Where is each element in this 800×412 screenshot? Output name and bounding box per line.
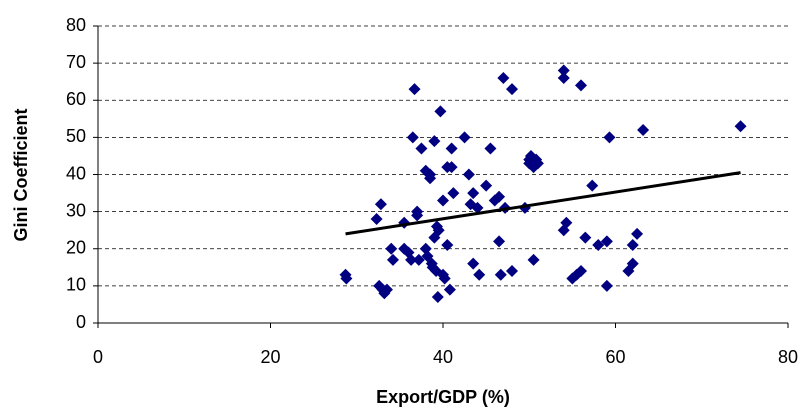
point <box>443 283 456 296</box>
point <box>462 168 475 181</box>
point <box>575 265 587 278</box>
point <box>531 157 544 170</box>
point <box>734 120 747 133</box>
point <box>600 279 613 292</box>
point <box>408 83 421 96</box>
point <box>471 201 484 214</box>
y-tick-label: 10 <box>66 275 86 295</box>
point <box>434 105 447 118</box>
point <box>575 79 587 92</box>
point <box>412 253 425 266</box>
point <box>494 268 507 281</box>
point <box>626 239 639 252</box>
point <box>579 231 592 244</box>
point <box>493 235 506 248</box>
point <box>600 235 613 248</box>
point <box>480 179 493 192</box>
point <box>626 257 639 270</box>
y-tick-label: 50 <box>66 126 86 146</box>
x-axis-title: Export/GDP (%) <box>376 387 510 407</box>
point <box>432 224 445 237</box>
y-tick-label: 80 <box>66 15 86 35</box>
point <box>527 253 540 266</box>
point <box>586 179 599 192</box>
x-tick-label: 20 <box>260 347 280 367</box>
point <box>437 194 449 207</box>
y-tick-label: 20 <box>66 238 86 258</box>
point <box>424 172 437 185</box>
point <box>560 216 573 229</box>
point <box>506 265 518 278</box>
x-tick-label: 80 <box>778 347 798 367</box>
y-axis-title: Gini Coefficient <box>11 108 31 241</box>
point <box>631 227 644 240</box>
point <box>447 187 460 200</box>
point <box>428 135 441 148</box>
point <box>340 272 353 285</box>
point <box>386 253 399 266</box>
y-tick-label: 30 <box>66 200 86 220</box>
y-tick-label: 70 <box>66 52 86 72</box>
point <box>380 283 393 296</box>
y-tick-label: 40 <box>66 163 86 183</box>
point <box>603 131 616 144</box>
point <box>385 242 398 255</box>
point <box>370 213 383 226</box>
point <box>405 253 418 266</box>
point <box>415 142 428 155</box>
x-tick-label: 60 <box>605 347 625 367</box>
point <box>374 198 387 211</box>
trend-line <box>345 171 741 236</box>
point <box>637 123 650 136</box>
point <box>557 71 570 84</box>
point <box>467 187 480 200</box>
point <box>592 239 605 252</box>
point <box>506 83 518 96</box>
point <box>493 190 506 203</box>
point <box>557 64 570 77</box>
x-tick-label: 0 <box>93 347 103 367</box>
point <box>484 142 497 155</box>
point <box>467 257 480 270</box>
point <box>406 131 419 144</box>
point <box>438 272 451 285</box>
y-tick-label: 0 <box>76 312 86 332</box>
point <box>458 131 471 144</box>
point <box>441 239 454 252</box>
point <box>497 71 510 84</box>
point <box>411 209 424 222</box>
y-tick-label: 60 <box>66 89 86 109</box>
point <box>445 142 458 155</box>
point <box>431 291 444 304</box>
x-tick-label: 40 <box>433 347 453 367</box>
point <box>473 268 486 281</box>
point <box>445 161 458 174</box>
